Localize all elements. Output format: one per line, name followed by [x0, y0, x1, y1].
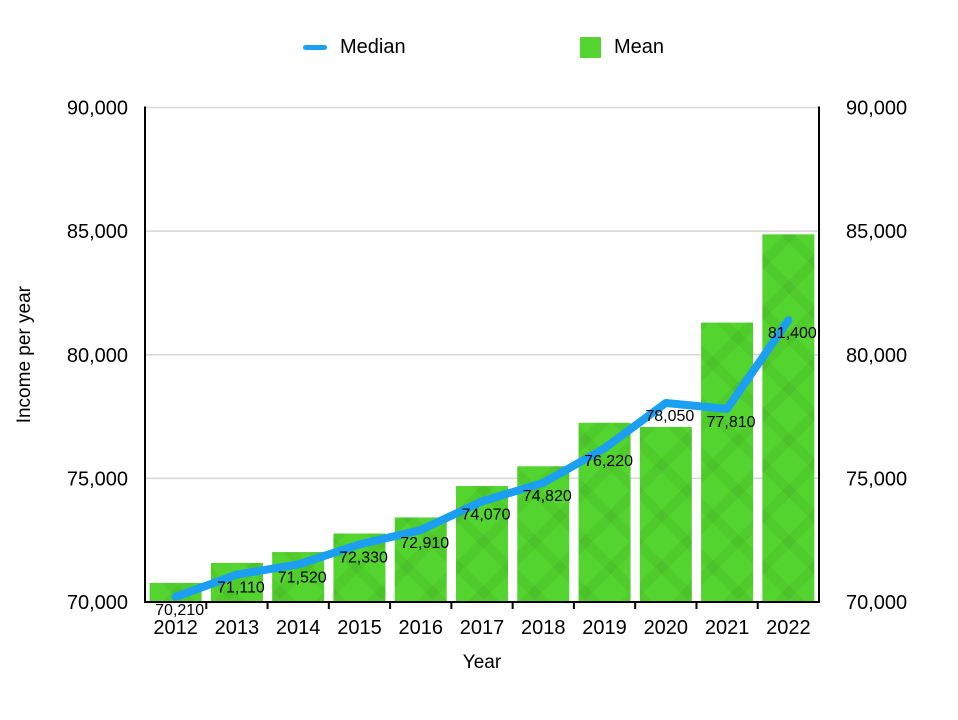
y-tick-label-right-80000: 80,000 — [846, 345, 907, 367]
bar-mean-2021 — [701, 322, 754, 602]
y-tick-label-right-70000: 70,000 — [846, 592, 907, 614]
legend-item-median: Median — [303, 36, 406, 58]
data-label-median-2014: 71,520 — [278, 569, 327, 586]
y-tick-label-right-75000: 75,000 — [846, 468, 907, 490]
y-tick-label-left-90000: 90,000 — [67, 98, 128, 120]
bar-mean-2022 — [762, 234, 815, 603]
x-tick-label-2016: 2016 — [398, 617, 443, 639]
y-tick-label-left-85000: 85,000 — [67, 221, 128, 243]
x-tick-label-2019: 2019 — [582, 617, 627, 639]
x-tick-label-2015: 2015 — [337, 617, 382, 639]
data-label-median-2012: 70,210 — [155, 602, 204, 619]
x-tick-label-2012: 2012 — [153, 617, 198, 639]
y-tick-label-right-90000: 90,000 — [846, 98, 907, 120]
x-tick-label-2021: 2021 — [705, 617, 750, 639]
data-label-median-2021: 77,810 — [707, 414, 756, 431]
x-axis-title: Year — [462, 652, 502, 673]
axes-frame — [144, 106, 820, 603]
x-tick-label-2018: 2018 — [521, 617, 566, 639]
x-tick-label-2014: 2014 — [276, 617, 321, 639]
data-label-median-2018: 74,820 — [523, 488, 572, 505]
data-label-median-2017: 74,070 — [462, 506, 511, 523]
bar-mean-2012 — [149, 582, 202, 602]
x-tick-label-2013: 2013 — [215, 617, 260, 639]
legend-item-mean: Mean — [580, 36, 664, 58]
bar-mean-2020 — [639, 426, 692, 602]
data-label-median-2015: 72,330 — [339, 549, 388, 566]
data-label-median-2013: 71,110 — [217, 580, 265, 597]
data-label-median-2016: 72,910 — [400, 535, 449, 552]
y-tick-label-left-75000: 75,000 — [67, 468, 128, 490]
x-tick-label-2017: 2017 — [460, 617, 505, 639]
y-axis-title: Income per year — [8, 107, 42, 602]
median-line — [171, 316, 793, 601]
legend-label-mean: Mean — [614, 36, 665, 58]
y-tick-label-right-85000: 85,000 — [846, 221, 907, 243]
data-label-median-2022: 81,400 — [768, 325, 817, 342]
data-label-median-2019: 76,220 — [584, 453, 633, 470]
legend-label-median: Median — [340, 36, 406, 58]
y-axis-title-text: Income per year — [14, 285, 35, 424]
x-tick-label-2020: 2020 — [644, 617, 689, 639]
mean-square-swatch-icon — [580, 36, 601, 58]
x-tick-label-2022: 2022 — [766, 617, 811, 639]
y-tick-label-left-70000: 70,000 — [67, 592, 128, 614]
median-line-swatch-icon — [303, 44, 327, 50]
data-label-median-2020: 78,050 — [645, 408, 694, 425]
y-tick-label-left-80000: 80,000 — [67, 345, 128, 367]
